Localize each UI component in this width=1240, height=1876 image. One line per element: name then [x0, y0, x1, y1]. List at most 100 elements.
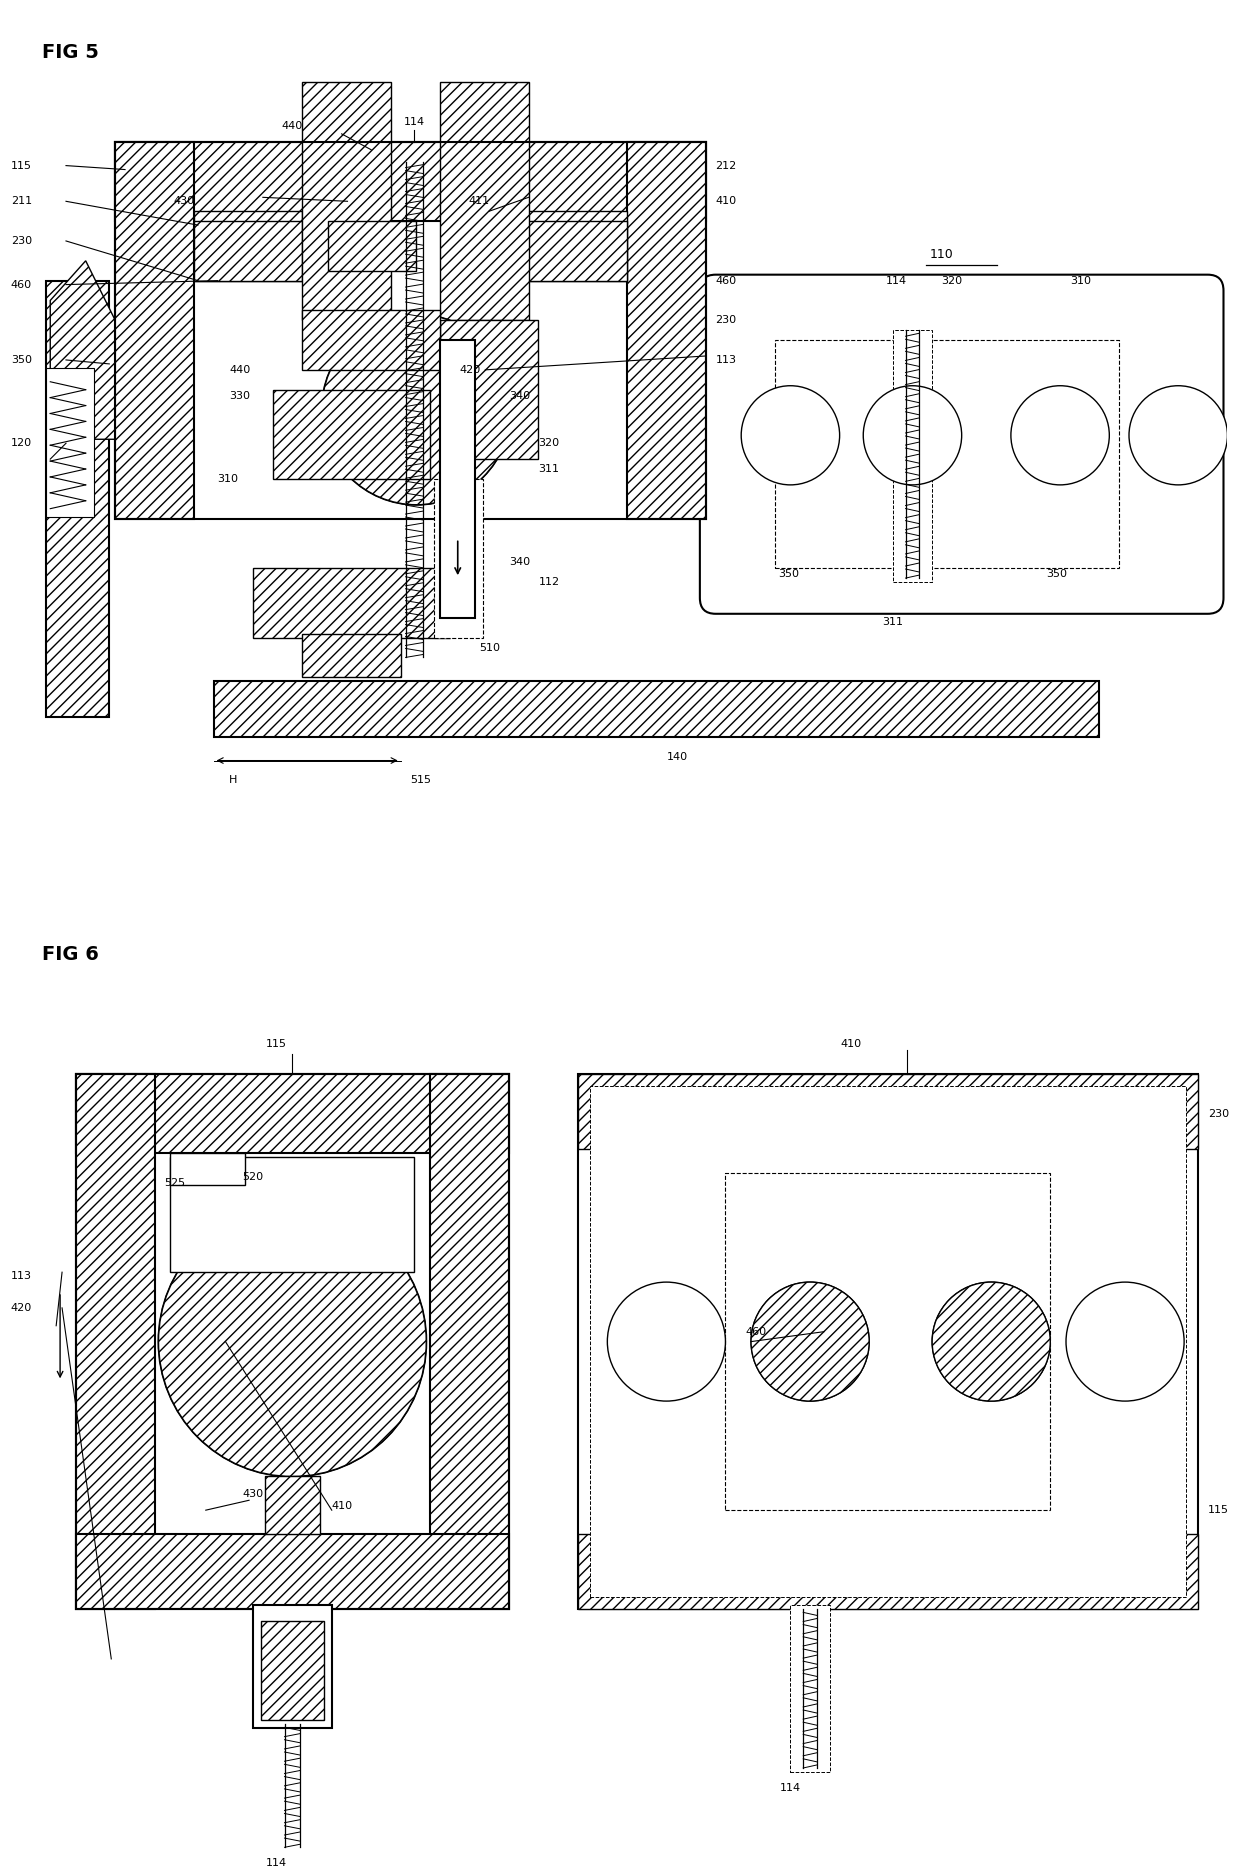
Bar: [265, 1476, 320, 1535]
Text: 230: 230: [11, 236, 32, 246]
Text: FIG 6: FIG 6: [42, 946, 99, 964]
Text: 311: 311: [883, 617, 903, 627]
Bar: [725, 1172, 1050, 1510]
Circle shape: [1011, 386, 1110, 484]
Circle shape: [159, 1206, 427, 1476]
Text: 515: 515: [410, 775, 430, 786]
Bar: [430, 1073, 508, 1610]
Text: 350: 350: [11, 355, 32, 366]
Bar: [170, 1154, 246, 1186]
Text: 520: 520: [243, 1172, 264, 1182]
Bar: [518, 212, 627, 281]
Text: 410: 410: [332, 1501, 353, 1512]
Circle shape: [159, 1206, 427, 1476]
Text: 140: 140: [666, 752, 687, 762]
Text: 340: 340: [508, 390, 529, 401]
Text: 410: 410: [715, 197, 737, 206]
Text: 311: 311: [538, 463, 559, 475]
Text: 320: 320: [941, 276, 962, 285]
Text: 460: 460: [11, 280, 32, 289]
Text: 460: 460: [715, 276, 737, 285]
Bar: [115, 143, 706, 518]
Circle shape: [932, 1281, 1050, 1401]
Text: 440: 440: [281, 120, 303, 131]
Text: 212: 212: [715, 161, 737, 171]
Bar: [518, 221, 627, 281]
Text: 320: 320: [538, 439, 559, 448]
Bar: [578, 1535, 1198, 1610]
Text: FIG 5: FIG 5: [42, 43, 99, 62]
Circle shape: [751, 1281, 869, 1401]
Bar: [434, 478, 484, 638]
Bar: [440, 340, 475, 617]
Circle shape: [322, 315, 511, 505]
Bar: [775, 340, 1120, 568]
Circle shape: [863, 386, 962, 484]
Text: 525: 525: [164, 1178, 185, 1188]
Bar: [76, 1073, 508, 1610]
Bar: [578, 1073, 1198, 1610]
Circle shape: [608, 1281, 725, 1401]
Text: 460: 460: [745, 1326, 766, 1338]
Text: 420: 420: [11, 1304, 32, 1313]
Bar: [213, 681, 1100, 737]
Text: 114: 114: [267, 1857, 288, 1868]
Bar: [170, 1157, 414, 1272]
Bar: [590, 1086, 1187, 1598]
Circle shape: [742, 386, 839, 484]
Bar: [440, 83, 528, 321]
Bar: [790, 1606, 830, 1773]
Circle shape: [751, 1281, 869, 1401]
Text: 113: 113: [11, 1272, 32, 1281]
FancyBboxPatch shape: [699, 274, 1224, 613]
Text: 114: 114: [404, 116, 425, 128]
Bar: [76, 1535, 508, 1610]
Bar: [578, 1073, 1198, 1150]
Bar: [46, 368, 93, 516]
Bar: [303, 634, 401, 677]
Text: 115: 115: [11, 161, 32, 171]
Text: 114: 114: [887, 276, 908, 285]
Bar: [273, 390, 430, 478]
Text: 310: 310: [1070, 276, 1091, 285]
Bar: [76, 1073, 508, 1154]
Text: 310: 310: [217, 475, 238, 484]
Text: 350: 350: [1047, 568, 1068, 580]
Text: 110: 110: [930, 248, 954, 261]
Circle shape: [932, 1281, 1050, 1401]
Text: 230: 230: [1208, 1109, 1229, 1118]
Text: 113: 113: [715, 355, 737, 366]
Bar: [253, 1606, 332, 1728]
Text: 350: 350: [779, 568, 800, 580]
Bar: [76, 1073, 155, 1610]
Bar: [253, 568, 450, 638]
Text: 430: 430: [243, 1490, 264, 1499]
Text: 420: 420: [460, 364, 481, 375]
Text: 340: 340: [508, 557, 529, 567]
Bar: [627, 143, 706, 518]
Text: 115: 115: [267, 1039, 288, 1049]
Bar: [327, 221, 417, 270]
Polygon shape: [51, 261, 115, 439]
Text: 510: 510: [480, 642, 501, 653]
Text: 411: 411: [469, 197, 490, 206]
Bar: [440, 321, 538, 460]
Bar: [893, 330, 932, 582]
Circle shape: [1128, 386, 1228, 484]
Text: H: H: [229, 775, 238, 786]
Text: 430: 430: [174, 197, 195, 206]
Bar: [260, 1621, 324, 1720]
Bar: [303, 83, 391, 321]
Bar: [193, 221, 303, 281]
Bar: [46, 281, 109, 717]
Circle shape: [322, 315, 511, 505]
Text: 211: 211: [11, 197, 32, 206]
Bar: [115, 143, 706, 221]
Text: 440: 440: [229, 364, 250, 375]
Text: 112: 112: [538, 578, 559, 587]
Text: 115: 115: [1208, 1505, 1229, 1516]
Text: 410: 410: [841, 1039, 862, 1049]
Text: 230: 230: [715, 315, 737, 325]
Text: 330: 330: [229, 390, 250, 401]
Bar: [193, 212, 303, 281]
